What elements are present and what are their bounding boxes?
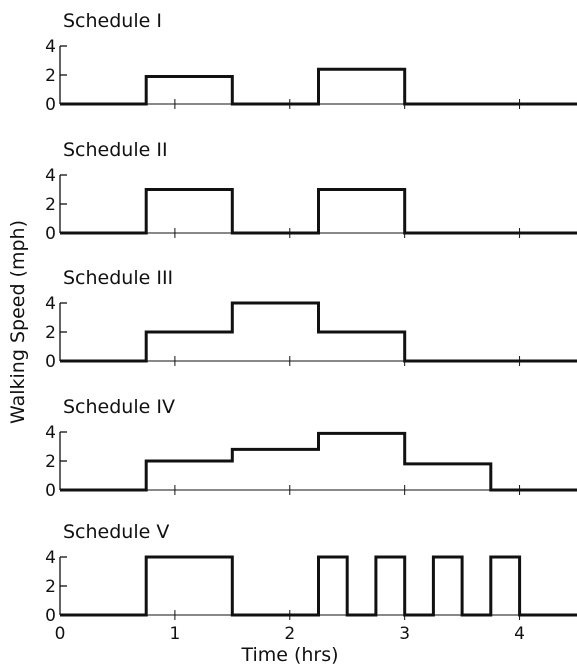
y-axis-label: Walking Speed (mph) — [7, 220, 29, 424]
x-tick-labels: 0 1 2 3 4 — [55, 624, 525, 644]
y-tick-label: 2 — [45, 195, 56, 215]
x-tick-label: 4 — [514, 624, 525, 644]
x-axis-label: Time (hrs) — [240, 644, 338, 666]
y-tick-label: 0 — [45, 606, 56, 626]
panel-title: Schedule I — [63, 10, 162, 32]
y-tick-label: 0 — [45, 352, 56, 372]
speed-series-line — [60, 301, 577, 363]
y-tick-label: 2 — [45, 577, 56, 597]
panel-1: Schedule I 0 2 4 — [45, 10, 577, 115]
speed-series-line — [60, 188, 577, 235]
y-tick-label: 2 — [45, 452, 56, 472]
panel-title: Schedule III — [63, 267, 173, 289]
panel-title: Schedule II — [63, 139, 168, 161]
panel-3: Schedule III 0 2 4 — [45, 267, 577, 372]
y-tick-label: 2 — [45, 323, 56, 343]
y-tick-label: 0 — [45, 481, 56, 501]
y-tick-label: 4 — [45, 37, 56, 57]
speed-series-line — [60, 431, 577, 492]
y-tick-label: 4 — [45, 294, 56, 314]
speed-series-line — [60, 555, 577, 617]
y-tick-label: 4 — [45, 166, 56, 186]
x-tick-label: 3 — [399, 624, 410, 644]
panel-title: Schedule IV — [63, 396, 175, 418]
x-tick-label: 2 — [284, 624, 295, 644]
y-tick-label: 4 — [45, 548, 56, 568]
panel-5: Schedule V 0 2 4 — [45, 521, 577, 626]
y-tick-label: 2 — [45, 66, 56, 86]
y-tick-label: 0 — [45, 224, 56, 244]
y-tick-label: 4 — [45, 423, 56, 443]
x-tick-label: 1 — [169, 624, 180, 644]
panel-4: Schedule IV 0 2 4 — [45, 396, 577, 501]
panel-title: Schedule V — [63, 521, 169, 543]
panels-group: Schedule I 0 2 4 Schedule II 0 2 4 Schedule III 0… — [45, 10, 577, 644]
y-tick-label: 0 — [45, 95, 56, 115]
x-tick-label: 0 — [55, 624, 66, 644]
panel-2: Schedule II 0 2 4 — [45, 139, 577, 244]
speed-series-line — [60, 67, 577, 106]
